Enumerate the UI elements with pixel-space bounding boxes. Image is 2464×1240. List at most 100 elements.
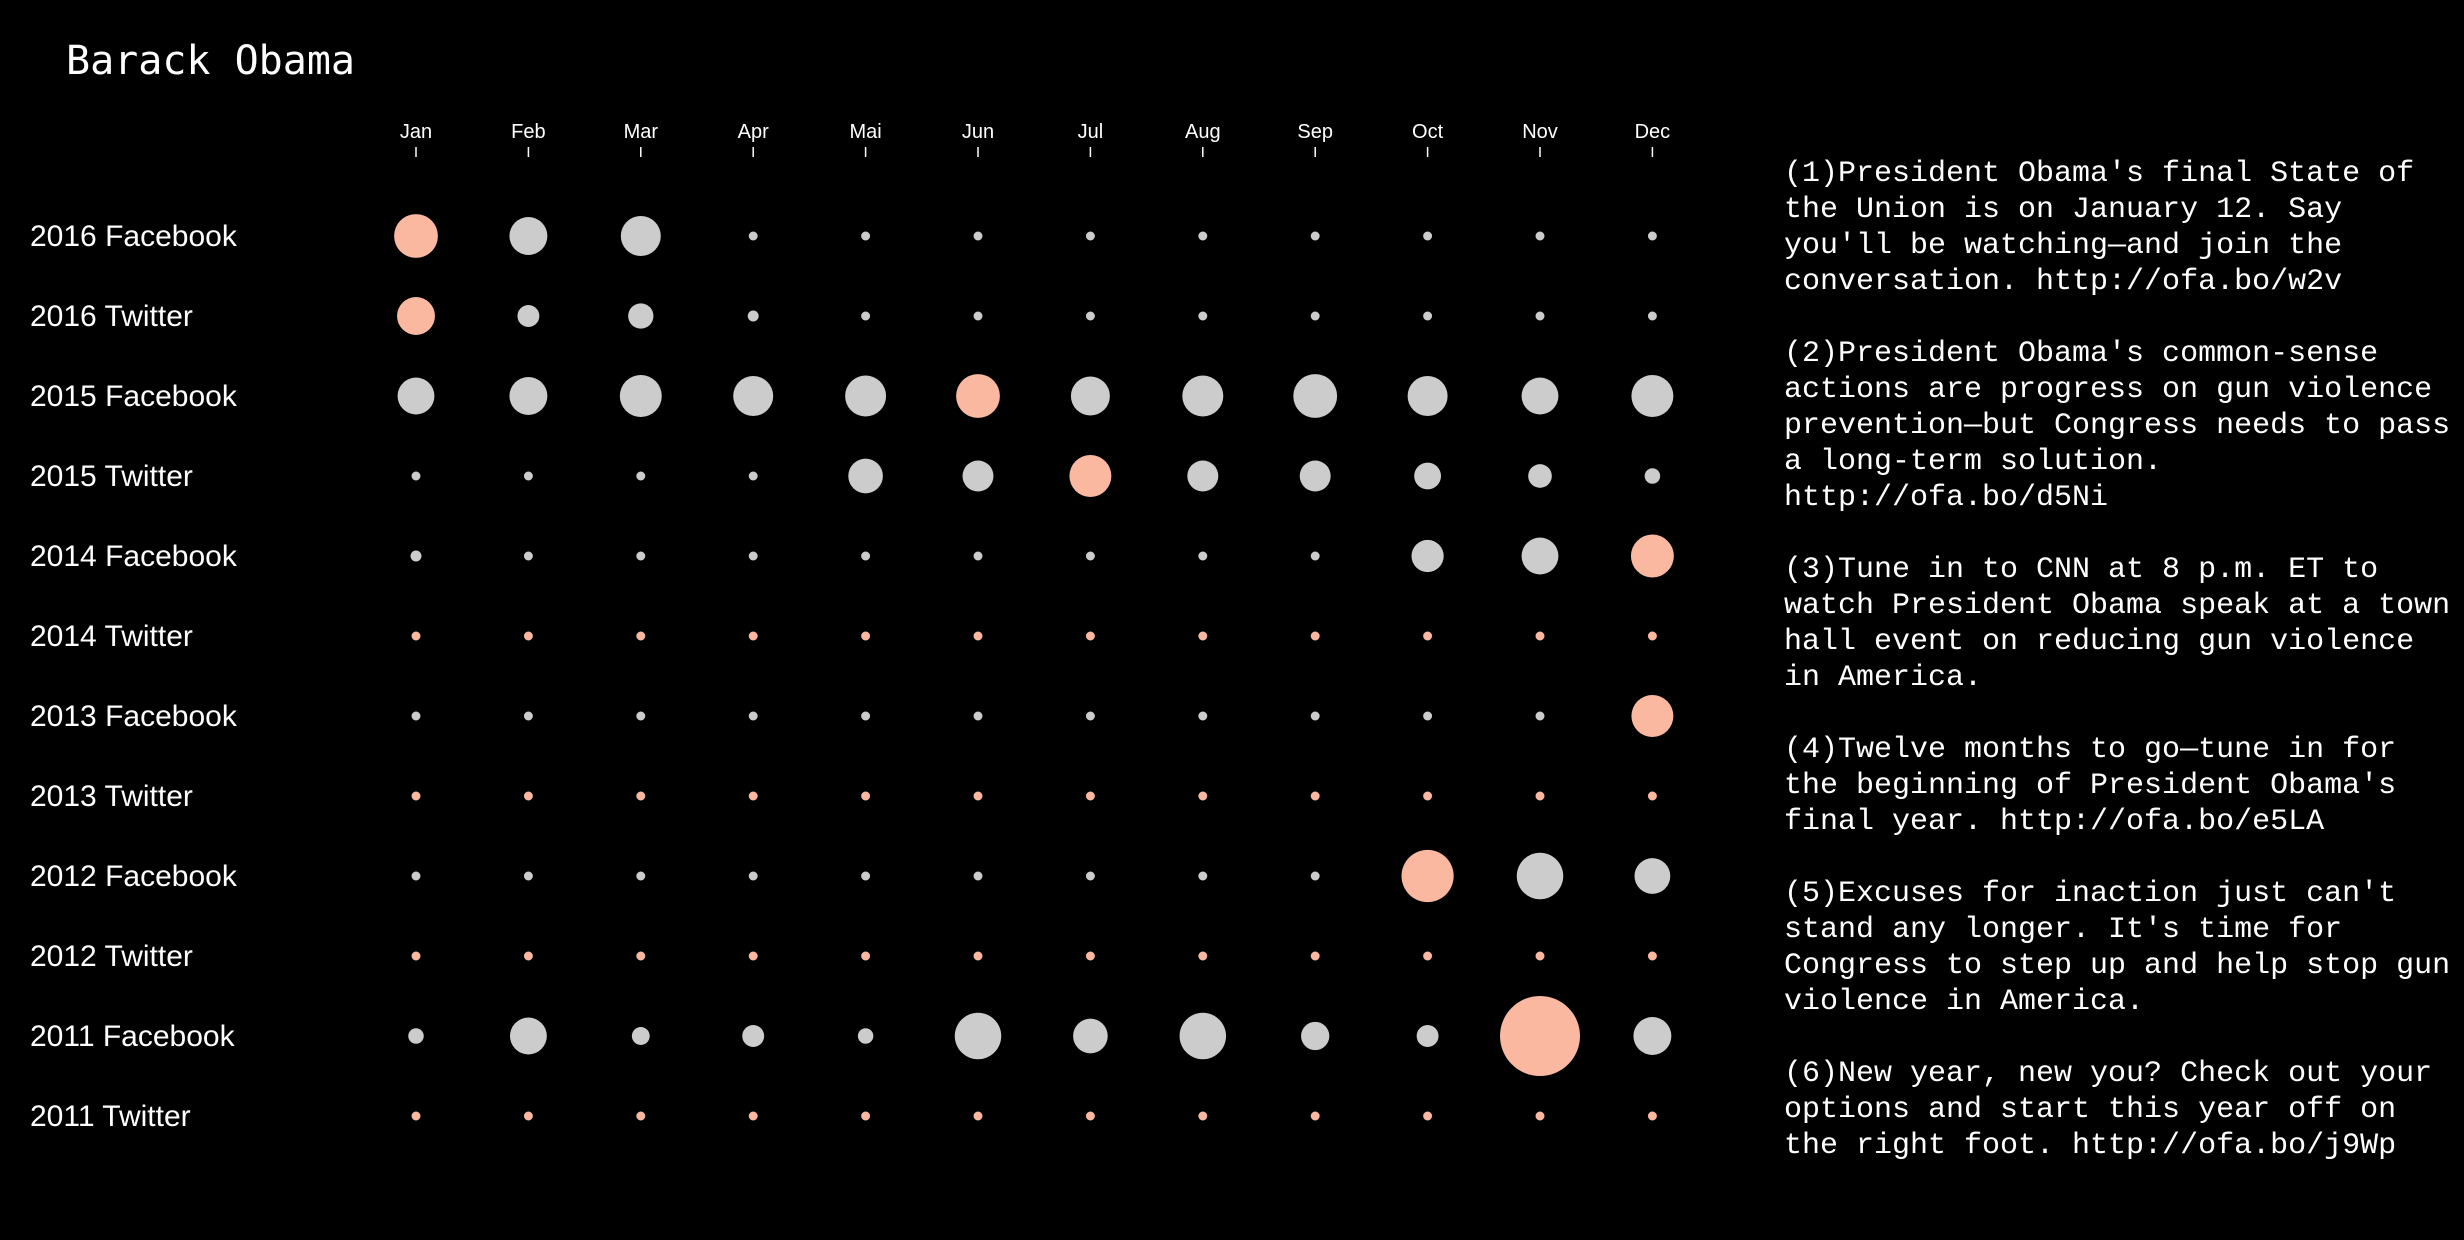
bubble-2011-twitter-feb (523, 1111, 533, 1121)
bubble-2013-twitter-sep (1310, 791, 1320, 801)
bubble-2013-twitter-nov (1535, 791, 1545, 801)
month-label-nov: Nov (1522, 121, 1558, 143)
note-3: (3)Tune in to CNN at 8 p.m. ET to watch … (1784, 553, 2451, 695)
bubble-2012-twitter-nov (1535, 951, 1545, 961)
bubble-2012-facebook-nov (1516, 852, 1564, 900)
row-label-2013-twitter: 2013 Twitter (30, 780, 193, 813)
month-label-dec: Dec (1635, 121, 1671, 143)
bubble-2014-twitter-mai (861, 631, 871, 641)
bubble-2013-facebook-jun (973, 711, 983, 721)
bubble-2014-twitter-nov (1535, 631, 1545, 641)
bubble-2015-twitter-jan (411, 471, 421, 481)
month-label-feb: Feb (511, 121, 545, 143)
month-label-apr: Apr (738, 121, 769, 143)
bubble-2011-facebook-dec (1633, 1017, 1672, 1055)
bubble-2014-facebook-aug (1198, 551, 1208, 561)
bubble-2014-facebook-jan (410, 550, 422, 562)
bubble-2013-facebook-mar (636, 711, 646, 721)
bubble-2011-twitter-sep (1310, 1111, 1320, 1121)
bubble-2013-facebook-sep (1310, 711, 1320, 721)
month-label-mai: Mai (849, 121, 881, 143)
bubble-2015-twitter-dec (1644, 468, 1661, 484)
bubble-2012-twitter-jan (411, 951, 421, 961)
month-label-aug: Aug (1185, 121, 1221, 143)
row-label-2011-facebook: 2011 Facebook (30, 1020, 236, 1053)
month-label-sep: Sep (1297, 121, 1333, 143)
bubble-2014-twitter-feb (523, 631, 533, 641)
bubble-2011-twitter-mai (861, 1111, 871, 1121)
month-label-jul: Jul (1078, 121, 1104, 143)
bubble-2012-facebook-dec (1634, 858, 1671, 894)
bubble-2012-facebook-mai (861, 871, 871, 881)
bubble-2012-facebook-aug (1198, 871, 1208, 881)
bubble-2016-twitter-feb (517, 305, 540, 327)
bubble-2016-twitter-oct (1423, 311, 1433, 321)
bubble-2013-facebook-dec (1631, 695, 1674, 737)
bubble-2011-twitter-apr (748, 1111, 758, 1121)
note-5: (5)Excuses for inaction just can't stand… (1784, 877, 2451, 1019)
note-4: (4)Twelve months to go—tune in for the b… (1784, 733, 2397, 839)
bubble-2011-twitter-jan (411, 1111, 421, 1121)
bubble-2016-twitter-dec (1647, 311, 1657, 321)
bubble-2013-facebook-feb (523, 711, 533, 721)
bubble-2016-facebook-jan (394, 214, 438, 258)
bubble-2015-facebook-sep (1293, 374, 1338, 418)
bubble-2011-twitter-jun (973, 1111, 983, 1121)
bubble-2012-facebook-jun (973, 871, 983, 881)
bubble-2016-facebook-aug (1198, 231, 1208, 241)
bubble-2015-twitter-jun (962, 460, 994, 492)
bubble-2012-facebook-mar (636, 871, 646, 881)
bubble-2016-facebook-jul (1085, 231, 1095, 241)
bubble-2014-facebook-mai (861, 551, 871, 561)
row-label-2015-twitter: 2015 Twitter (30, 460, 193, 493)
bubble-2011-twitter-nov (1535, 1111, 1545, 1121)
bubble-2015-facebook-feb (509, 377, 548, 415)
bubble-2016-facebook-feb (509, 217, 548, 255)
bubble-2015-facebook-mai (845, 375, 887, 417)
row-label-2016-facebook: 2016 Facebook (30, 220, 238, 253)
bubble-2012-twitter-jun (973, 951, 983, 961)
bubble-2013-twitter-oct (1423, 791, 1433, 801)
bubble-2016-facebook-sep (1310, 231, 1320, 241)
bubble-2016-twitter-jun (973, 311, 983, 321)
bubble-2012-facebook-sep (1310, 871, 1320, 881)
bubble-2014-twitter-dec (1647, 631, 1657, 641)
bubble-2014-facebook-oct (1411, 539, 1444, 573)
bubble-2012-twitter-aug (1198, 951, 1208, 961)
bubble-2016-facebook-nov (1535, 231, 1545, 241)
bubble-2016-twitter-apr (747, 310, 759, 322)
bubble-2015-facebook-jan (397, 377, 435, 415)
bubble-2014-facebook-apr (748, 551, 758, 561)
bubble-2016-facebook-jun (973, 231, 983, 241)
bubble-2014-facebook-feb (523, 551, 533, 561)
bubble-2014-twitter-sep (1310, 631, 1320, 641)
bubble-2012-facebook-feb (523, 871, 533, 881)
bubble-2013-twitter-jul (1085, 791, 1095, 801)
bubble-2015-twitter-oct (1414, 462, 1442, 490)
bubble-2011-facebook-mai (857, 1028, 874, 1044)
bubble-2011-facebook-aug (1179, 1012, 1227, 1060)
bubble-2014-facebook-jun (973, 551, 983, 561)
bubble-2014-facebook-dec (1630, 534, 1674, 578)
bubble-2011-facebook-feb (509, 1017, 547, 1055)
bubble-2016-twitter-mar (628, 303, 654, 329)
row-label-2015-facebook: 2015 Facebook (30, 380, 238, 413)
bubble-2015-facebook-jun (956, 374, 1000, 418)
bubble-2013-facebook-jan (411, 711, 421, 721)
bubble-2012-facebook-jan (411, 871, 421, 881)
bubble-2012-twitter-feb (523, 951, 533, 961)
bubble-2014-facebook-jul (1085, 551, 1095, 561)
bubble-2016-facebook-apr (748, 231, 758, 241)
bubble-2016-facebook-mai (861, 231, 871, 241)
note-6: (6)New year, new you? Check out your opt… (1784, 1057, 2433, 1163)
bubble-2011-twitter-dec (1647, 1111, 1657, 1121)
bubble-2011-twitter-jul (1085, 1111, 1095, 1121)
row-label-2011-twitter: 2011 Twitter (30, 1100, 191, 1133)
bubble-2015-facebook-nov (1521, 377, 1559, 415)
bubble-2011-twitter-mar (636, 1111, 646, 1121)
bubble-2012-twitter-sep (1310, 951, 1320, 961)
bubble-2015-twitter-apr (748, 471, 758, 481)
bubble-2015-twitter-mar (636, 471, 646, 481)
chart-title: Barack Obama (66, 38, 355, 84)
bubble-2016-twitter-nov (1535, 311, 1545, 321)
